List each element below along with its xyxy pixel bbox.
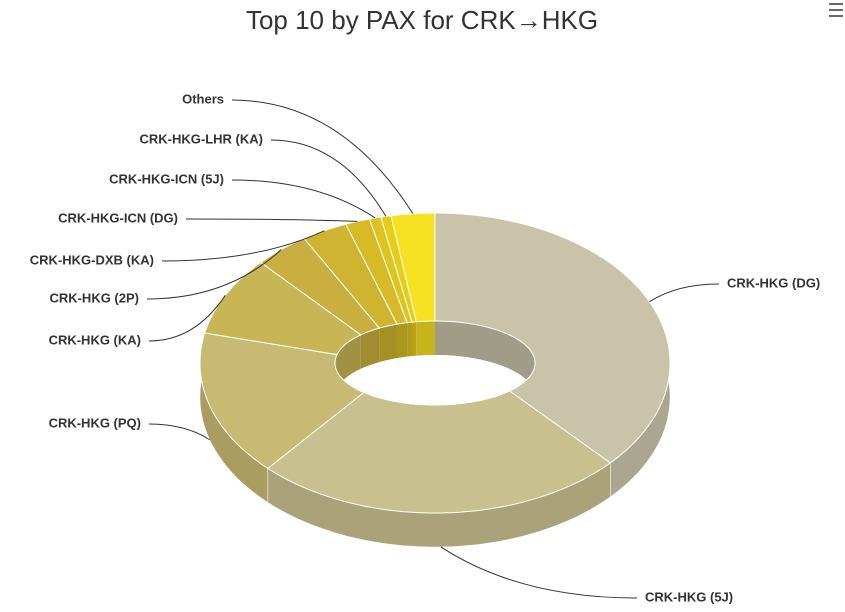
data-label: CRK-HKG-LHR (KA) (140, 131, 263, 146)
slices (199, 212, 671, 514)
leader-line (185, 218, 358, 222)
leader-line (148, 423, 211, 441)
leader-line (440, 546, 638, 599)
data-label: CRK-HKG (PQ) (49, 415, 141, 430)
data-label: CRK-HKG-DXB (KA) (30, 252, 154, 267)
data-label: Others (182, 91, 224, 106)
data-label: CRK-HKG (2P) (49, 290, 139, 305)
leader-line (231, 179, 376, 219)
slice-inner-wall (360, 328, 380, 369)
data-label: CRK-HKG (KA) (49, 332, 141, 347)
leader-line (146, 249, 282, 300)
slice (390, 212, 436, 323)
slice-inner-wall (416, 321, 435, 356)
data-label: CRK-HKG (5J) (645, 589, 733, 604)
leader-line (161, 230, 325, 262)
leader-line (270, 139, 387, 217)
data-label: CRK-HKG (DG) (727, 275, 820, 290)
slice-inner-wall (412, 321, 417, 357)
leader-line (148, 295, 226, 342)
leader-line (649, 283, 720, 303)
slice-inner-wall (379, 324, 397, 363)
slice-inner-wall (337, 334, 361, 389)
slice-inner-wall (407, 322, 412, 357)
chart-title: Top 10 by PAX for CRK→HKG (246, 5, 598, 35)
data-label: CRK-HKG-ICN (5J) (109, 171, 224, 186)
menu-icon[interactable] (829, 3, 843, 17)
data-label: CRK-HKG-ICN (DG) (58, 210, 178, 225)
leader-line (231, 99, 414, 214)
slice-inner-wall (397, 322, 408, 359)
